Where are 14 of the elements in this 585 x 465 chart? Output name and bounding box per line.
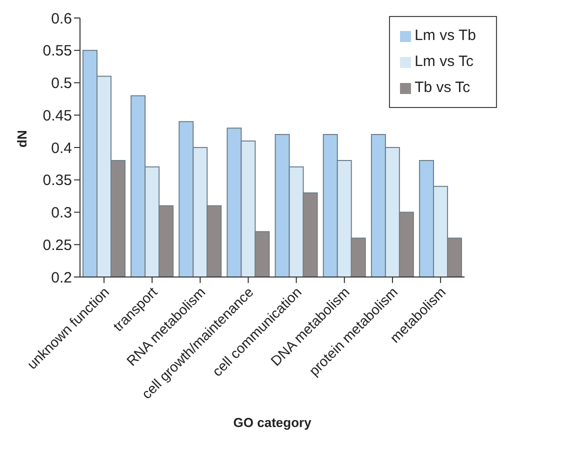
y-tick-label: 0.25 — [42, 236, 72, 254]
y-tick-label: 0.35 — [42, 172, 72, 190]
y-axis-title: dN — [14, 130, 30, 148]
x-axis-title: GO category — [233, 415, 312, 430]
legend-label: Tb vs Tc — [414, 79, 470, 96]
y-tick-label: 0.55 — [42, 42, 72, 60]
y-tick-label: 0.3 — [51, 204, 72, 222]
y-tick-label: 0.5 — [51, 75, 72, 92]
y-tick-label: 0.6 — [51, 10, 72, 28]
legend-label: Lm vs Tb — [414, 27, 476, 44]
y-tick-label: 0.4 — [51, 140, 72, 157]
legend-label: Lm vs Tc — [414, 53, 474, 70]
y-tick-label: 0.45 — [42, 107, 72, 124]
y-tick-label: 0.2 — [51, 269, 72, 286]
